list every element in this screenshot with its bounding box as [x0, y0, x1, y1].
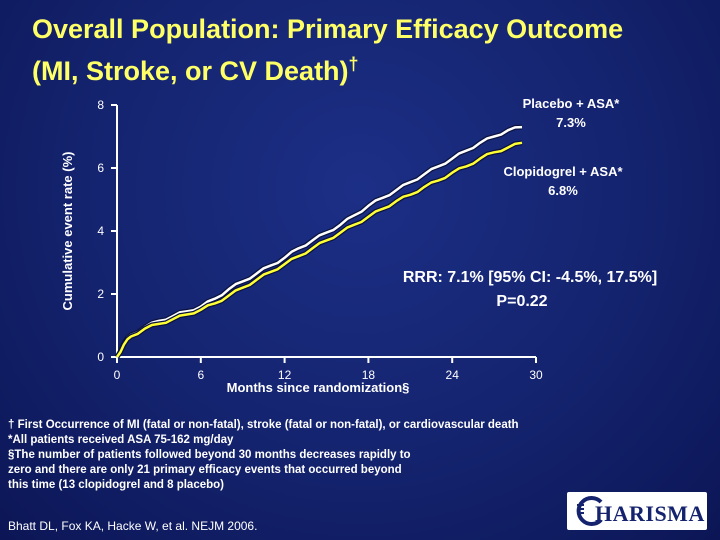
x-tick-label: 24: [446, 368, 460, 382]
citation: Bhatt DL, Fox KA, Hacke W, et al. NEJM 2…: [8, 519, 258, 533]
x-tick-label: 0: [114, 368, 121, 382]
footnotes: † First Occurrence of MI (fatal or non-f…: [8, 418, 688, 493]
title-line-1: Overall Population: Primary Efficacy Out…: [32, 14, 624, 44]
series-final-value-label-1: 7.3%: [556, 115, 586, 130]
y-tick-label: 8: [97, 98, 104, 112]
series-line-1: [115, 125, 523, 358]
charisma-logo: HARISMA: [567, 492, 707, 530]
footnote-asa: *All patients received ASA 75-162 mg/day: [8, 434, 234, 446]
x-tick-label: 30: [529, 368, 543, 382]
footnote-dagger: † First Occurrence of MI (fatal or non-f…: [8, 419, 519, 431]
footnote-section-1: §The number of patients followed beyond …: [8, 449, 411, 461]
footnote-section-3: this time (13 clopidogrel and 8 placebo): [8, 479, 224, 491]
title-line-2: (MI, Stroke, or CV Death)†: [32, 47, 702, 89]
title-line-2-text: (MI, Stroke, or CV Death): [32, 56, 349, 86]
x-tick-label: 12: [278, 368, 292, 382]
y-tick-label: 0: [97, 350, 104, 364]
series-name-label-1: Placebo + ASA*: [523, 96, 621, 111]
chart-labels: Cumulative event rate (%) Months since ra…: [60, 96, 657, 395]
series-name-label-2: Clopidogrel + ASA*: [503, 164, 623, 179]
slide-title: Overall Population: Primary Efficacy Out…: [32, 12, 702, 89]
x-tick-label: 18: [362, 368, 376, 382]
charisma-logo-icon: [576, 496, 603, 526]
y-tick-label: 4: [97, 224, 104, 238]
title-dagger-mark: †: [348, 54, 359, 74]
chart-series: [114, 124, 523, 359]
footnote-section-2: zero and there are only 21 primary effic…: [8, 464, 402, 476]
logo-text: HARISMA: [595, 501, 705, 526]
x-tick-label: 6: [197, 368, 204, 382]
series-shadow-2: [114, 140, 523, 359]
p-value-annotation: P=0.22: [496, 293, 547, 310]
y-axis-title: Cumulative event rate (%): [60, 152, 75, 311]
y-tick-label: 2: [97, 287, 104, 301]
rrr-annotation: RRR: 7.1% [95% CI: -4.5%, 17.5%]: [403, 269, 657, 286]
series-line-2: [115, 141, 523, 358]
y-tick-label: 6: [97, 161, 104, 175]
series-final-value-label-2: 6.8%: [548, 183, 578, 198]
x-axis-title: Months since randomization§: [227, 380, 410, 395]
